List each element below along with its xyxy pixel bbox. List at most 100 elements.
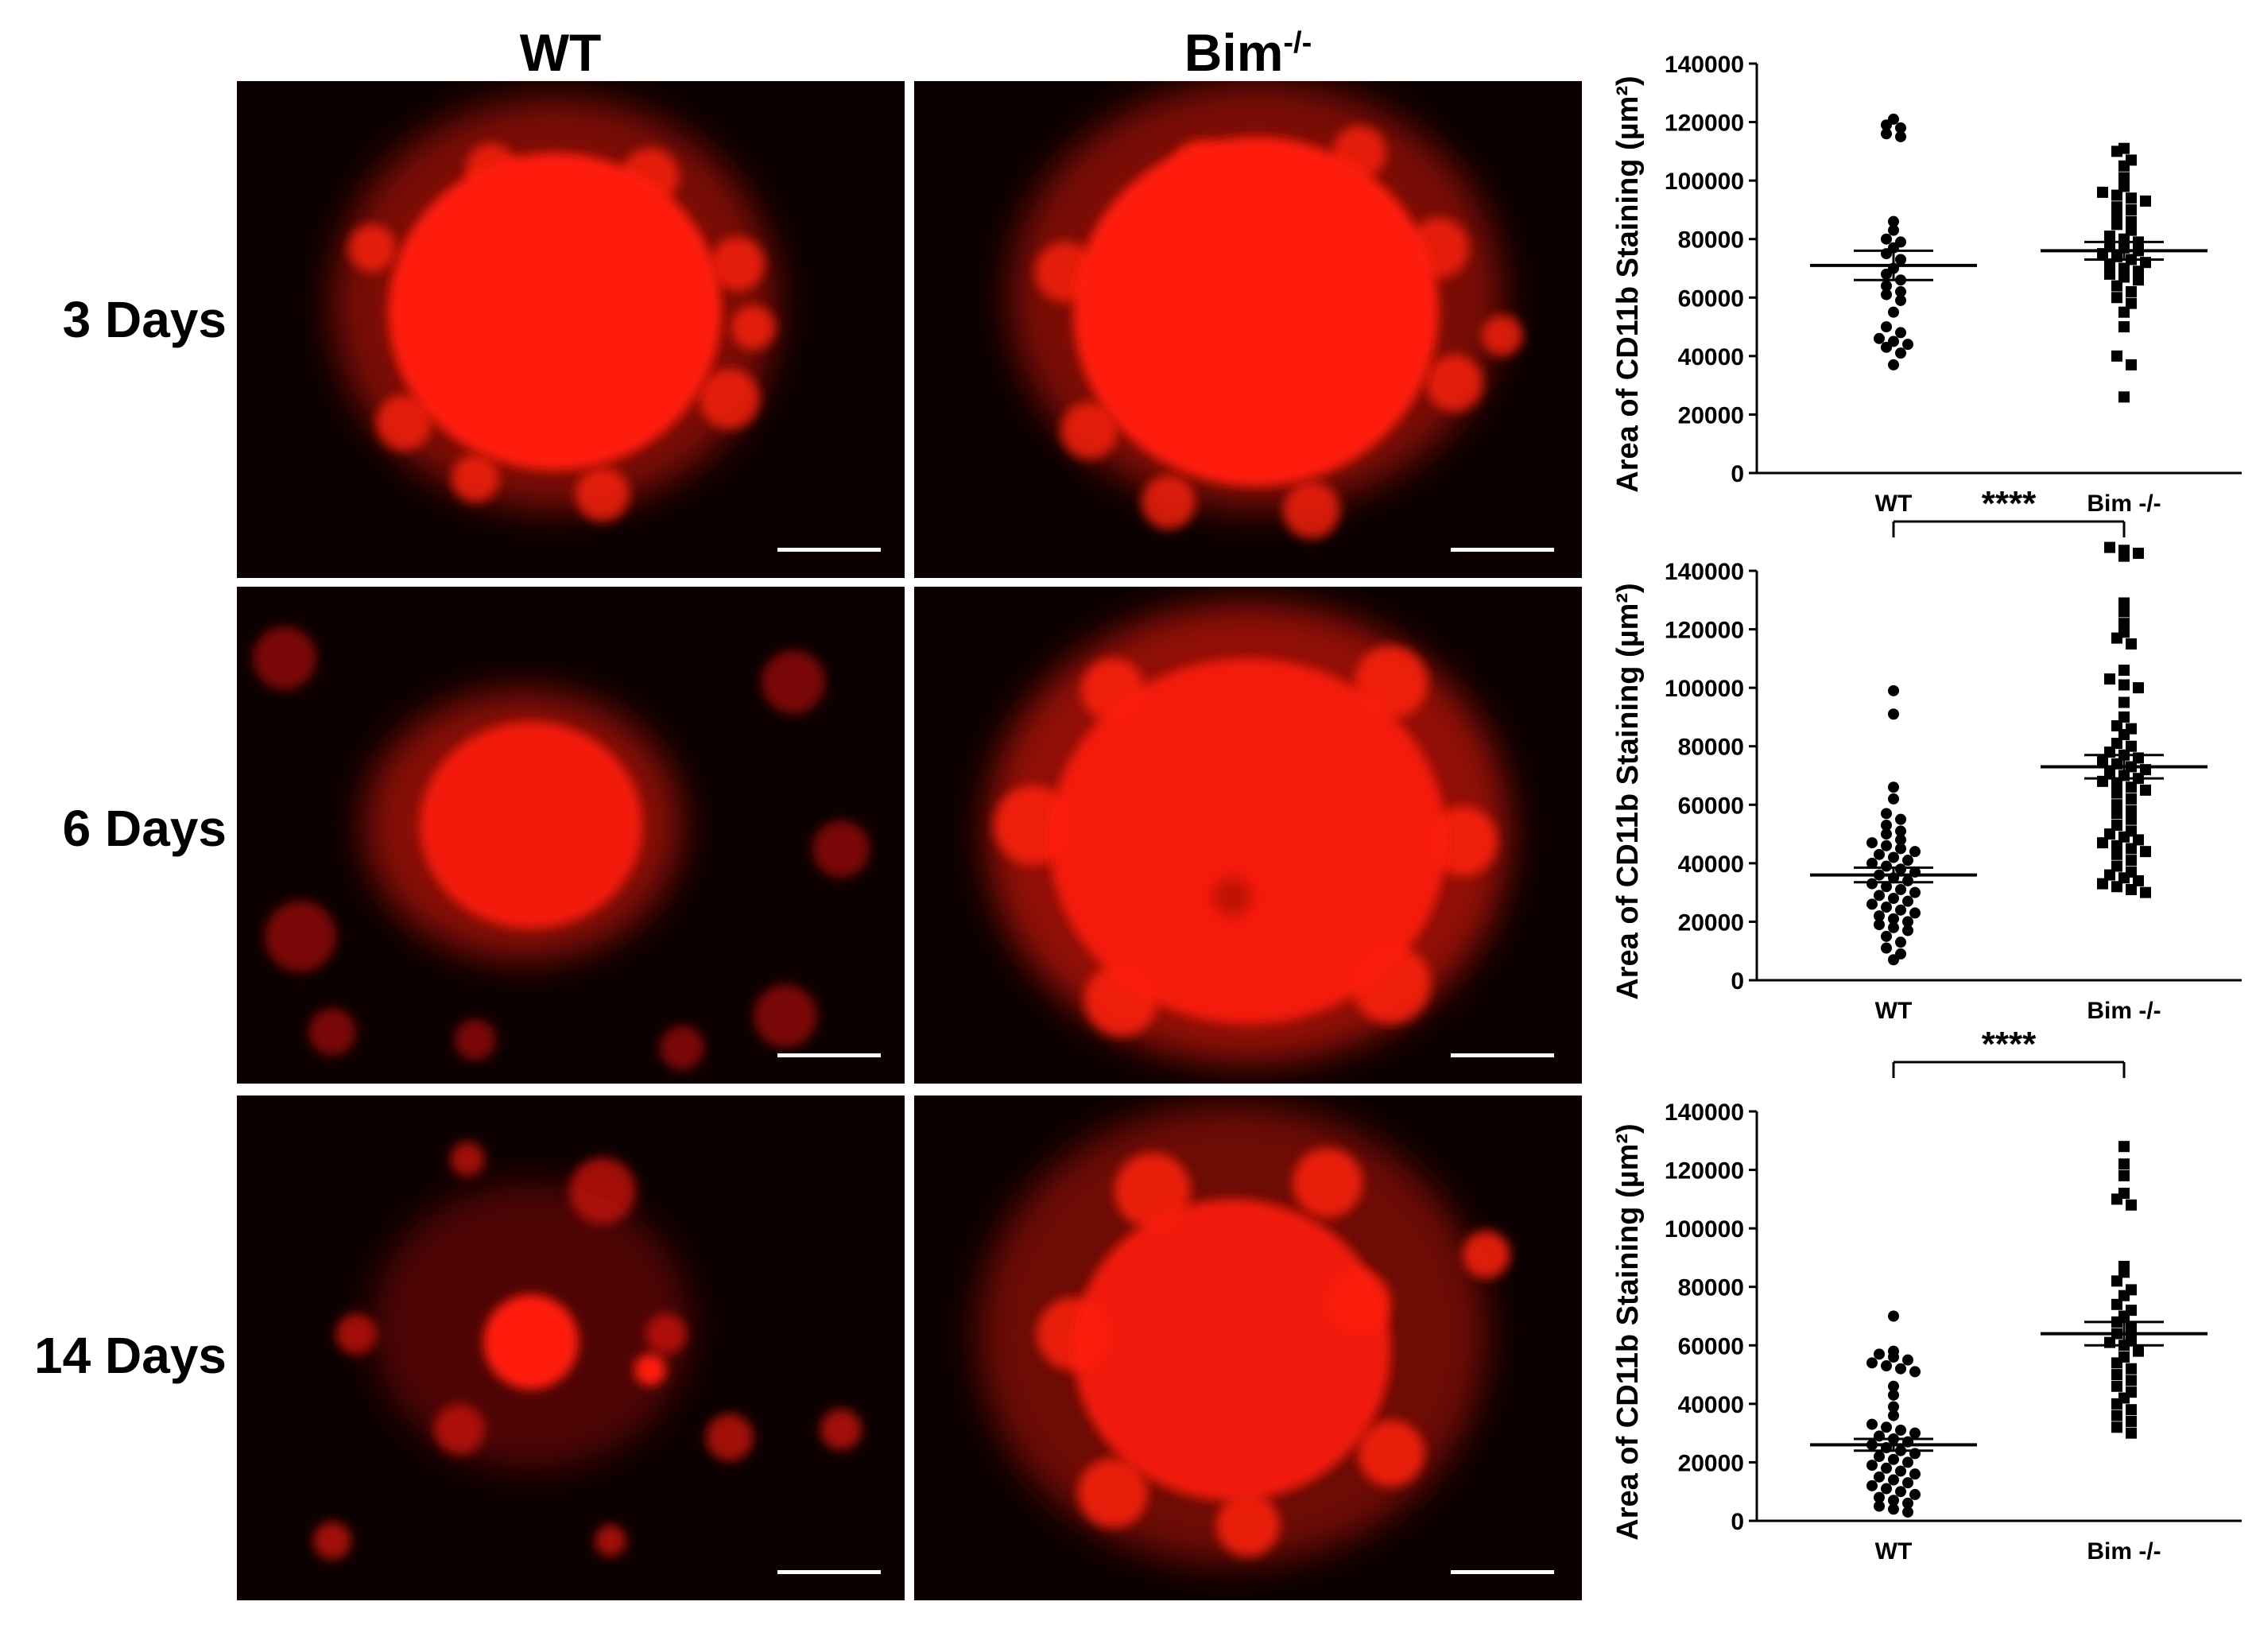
data-point <box>1881 321 1892 333</box>
data-point <box>2133 682 2144 694</box>
data-point <box>2133 547 2144 559</box>
data-point <box>1895 254 1906 266</box>
micrograph-bim-3-days <box>914 81 1582 578</box>
data-point <box>2126 883 2137 895</box>
data-point <box>2111 787 2122 799</box>
data-point <box>1895 813 1906 825</box>
data-point <box>1909 886 1921 898</box>
data-point <box>2111 219 2122 231</box>
data-point <box>2118 271 2130 283</box>
data-point <box>1866 898 1878 910</box>
data-point <box>2111 799 2122 811</box>
scatter-plot-6-days: Area of CD11b Staining (µm²) 0 20000 40000 6… <box>1606 484 2256 1088</box>
data-point <box>2126 740 2137 752</box>
scatter-plot-svg: Area of CD11b Staining (µm²) 0 20000 40000 6… <box>1611 52 2242 517</box>
data-point <box>2140 846 2151 858</box>
data-point <box>2126 866 2137 878</box>
data-point <box>2118 391 2130 403</box>
x-tick-label: WT <box>1875 491 1913 517</box>
data-point <box>2126 1199 2137 1211</box>
data-point <box>2126 825 2137 837</box>
scatter-plot-14-days: Area of CD11b Staining (µm²) 0 20000 40000 6… <box>1606 1025 2256 1628</box>
data-point <box>1881 280 1892 292</box>
data-point <box>2126 224 2137 236</box>
data-point <box>1888 359 1899 370</box>
data-point <box>2140 886 2151 898</box>
data-point <box>1902 1497 1913 1509</box>
data-point <box>2126 1322 2137 1334</box>
data-point <box>2118 1260 2130 1272</box>
data-point <box>2111 738 2122 750</box>
scale-bar <box>777 1053 881 1057</box>
data-point <box>2118 321 2130 333</box>
data-point <box>1881 840 1892 851</box>
data-point <box>1888 113 1899 125</box>
data-point <box>2133 834 2144 846</box>
y-tick-label: 40000 <box>1678 1392 1744 1418</box>
data-point <box>1888 1401 1899 1413</box>
scale-bar <box>777 548 881 552</box>
data-point <box>2104 673 2115 685</box>
data-point <box>1881 881 1892 893</box>
column-header-wt: WT <box>519 23 602 82</box>
data-point <box>1881 1462 1892 1474</box>
data-point <box>2126 1284 2137 1296</box>
data-point <box>1902 895 1913 907</box>
data-point <box>1888 684 1899 696</box>
data-point <box>2126 723 2137 735</box>
data-point <box>2097 878 2108 890</box>
data-point <box>1881 128 1892 140</box>
data-point <box>2111 1380 2122 1392</box>
y-tick-label: 140000 <box>1665 1099 1744 1126</box>
data-point <box>2111 840 2122 851</box>
y-tick-label: 120000 <box>1665 618 1744 644</box>
scale-bar <box>1451 1570 1554 1574</box>
data-point <box>1881 828 1892 840</box>
data-point <box>2118 1169 2130 1181</box>
micrograph-bim-14-days <box>914 1096 1582 1600</box>
data-point <box>2111 1275 2122 1287</box>
scale-bar <box>1451 1053 1554 1057</box>
data-point <box>2097 755 2108 767</box>
data-point <box>1874 890 1885 902</box>
data-point <box>1895 1363 1906 1375</box>
data-point <box>2118 1158 2130 1170</box>
data-point <box>1888 1503 1899 1515</box>
data-point <box>1895 834 1906 846</box>
data-point <box>1902 874 1913 886</box>
y-tick-label: 20000 <box>1678 1450 1744 1476</box>
data-point <box>1874 848 1885 860</box>
data-point <box>2118 665 2130 677</box>
data-point <box>2126 1305 2137 1317</box>
data-point <box>1888 1453 1899 1465</box>
data-point <box>2126 359 2137 370</box>
data-point <box>1888 1389 1899 1401</box>
data-point <box>2111 1298 2122 1310</box>
data-point <box>2111 280 2122 292</box>
y-tick-label: 60000 <box>1678 793 1744 819</box>
y-tick-label: 140000 <box>1665 52 1744 78</box>
data-point <box>2104 541 2115 553</box>
y-tick-label: 40000 <box>1678 851 1744 878</box>
data-point <box>1895 883 1906 895</box>
data-point <box>1874 919 1885 931</box>
data-point <box>2118 626 2130 638</box>
data-point <box>1874 1348 1885 1360</box>
y-tick-label: 60000 <box>1678 285 1744 312</box>
significance-label: **** <box>1982 484 2037 523</box>
data-point <box>1902 1354 1913 1366</box>
data-point <box>1895 130 1906 142</box>
data-point <box>2111 189 2122 201</box>
significance-label: **** <box>1982 1025 2037 1064</box>
data-point <box>2111 1421 2122 1433</box>
data-point <box>2126 192 2137 204</box>
micrograph-wt-6-days <box>237 587 905 1084</box>
data-point <box>1881 860 1892 872</box>
data-point <box>1888 1310 1899 1322</box>
data-point <box>2126 1375 2137 1386</box>
data-point <box>1888 921 1899 933</box>
row-label-6-days: 6 Days <box>62 800 227 857</box>
data-point <box>2126 154 2137 166</box>
y-axis-label: Area of CD11b Staining (µm²) <box>1611 1123 1645 1540</box>
data-point <box>1895 1424 1906 1436</box>
